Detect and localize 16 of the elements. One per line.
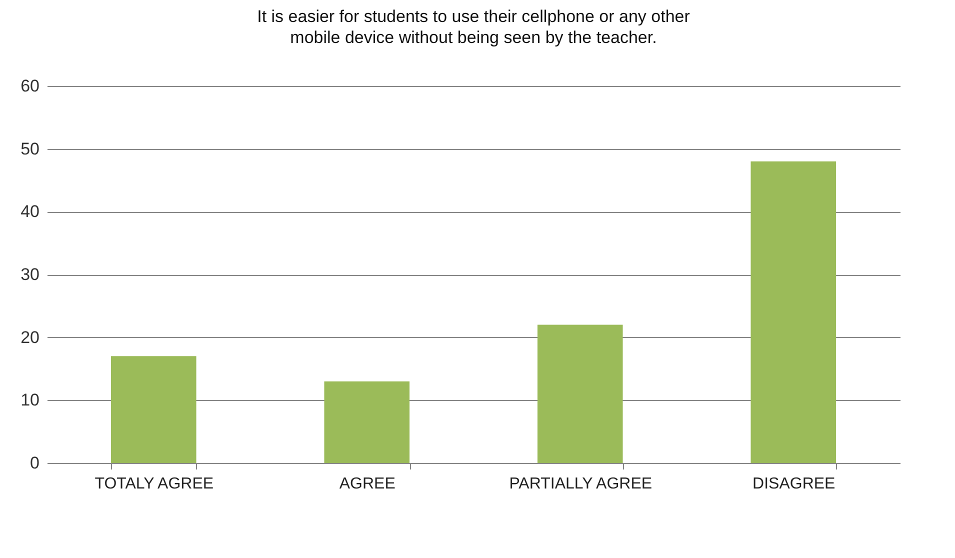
bar	[324, 381, 410, 463]
x-tick-label: PARTIALLY AGREE	[509, 476, 652, 492]
y-tick-label: 30	[20, 265, 40, 284]
y-tick-label: 20	[20, 328, 40, 347]
y-tick-label: 40	[20, 202, 40, 222]
bar	[750, 161, 836, 463]
x-tick-label: DISAGREE	[752, 476, 836, 492]
y-tick-label: 60	[20, 76, 40, 96]
x-tick-label: TOTALY AGREE	[94, 476, 214, 492]
y-tick-label: 50	[20, 139, 40, 158]
y-tick-label: 0	[30, 454, 40, 472]
y-tick-label: 10	[20, 390, 40, 410]
x-tick-label: AGREE	[339, 476, 396, 492]
bar	[537, 324, 623, 463]
chart-title: It is easier for students to use their cellphone or any other mobile device without being seen by the teacher.	[257, 7, 690, 47]
bar	[110, 356, 196, 463]
